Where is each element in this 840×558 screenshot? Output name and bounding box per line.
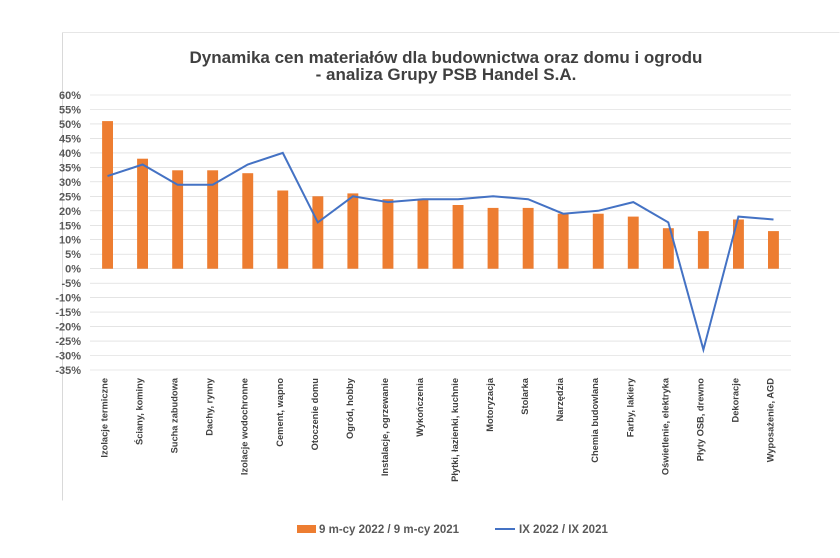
svg-text:Płytki, łazienki, kuchnie: Płytki, łazienki, kuchnie [450, 378, 460, 482]
svg-text:60%: 60% [59, 90, 81, 102]
svg-text:20%: 20% [59, 206, 81, 218]
svg-text:Wyposażenie, AGD: Wyposażenie, AGD [766, 378, 776, 462]
svg-text:-35%: -35% [55, 365, 81, 377]
svg-text:Cement, wapno: Cement, wapno [275, 378, 285, 447]
svg-text:Farby, lakiery: Farby, lakiery [625, 377, 635, 437]
svg-text:0%: 0% [65, 264, 81, 276]
svg-text:Oświetlenie, elektryka: Oświetlenie, elektryka [660, 377, 670, 475]
svg-text:-10%: -10% [55, 293, 81, 305]
svg-text:50%: 50% [59, 119, 81, 131]
svg-text:Ściany, kominy: Ściany, kominy [134, 377, 145, 445]
svg-text:40%: 40% [59, 148, 81, 160]
svg-text:Instalacje, ogrzewanie: Instalacje, ogrzewanie [380, 378, 390, 476]
svg-text:35%: 35% [59, 162, 81, 174]
svg-text:Ogród, hobby: Ogród, hobby [345, 377, 355, 439]
svg-text:Izolacje wodochronne: Izolacje wodochronne [240, 378, 250, 475]
svg-text:-25%: -25% [55, 336, 81, 348]
svg-text:Motoryzacja: Motoryzacja [485, 377, 495, 432]
svg-text:Sucha zabudowa: Sucha zabudowa [170, 377, 180, 453]
svg-text:-15%: -15% [55, 307, 81, 319]
svg-text:Otoczenie domu: Otoczenie domu [310, 378, 320, 451]
svg-text:IX 2022 / IX 2021: IX 2022 / IX 2021 [519, 524, 608, 536]
svg-text:15%: 15% [59, 220, 81, 232]
svg-text:-20%: -20% [55, 322, 81, 334]
svg-text:-5%: -5% [61, 278, 81, 290]
svg-text:25%: 25% [59, 191, 81, 203]
svg-text:Chemia budowlana: Chemia budowlana [590, 377, 600, 463]
svg-text:Stolarka: Stolarka [520, 377, 530, 415]
svg-text:55%: 55% [59, 105, 81, 117]
svg-text:Dachy, rynny: Dachy, rynny [205, 377, 215, 436]
svg-text:5%: 5% [65, 249, 81, 261]
svg-text:9 m-cy 2022 / 9 m-cy 2021: 9 m-cy 2022 / 9 m-cy 2021 [319, 524, 460, 536]
svg-text:Dekoracje: Dekoracje [730, 378, 740, 422]
svg-text:10%: 10% [59, 235, 81, 247]
svg-text:Wykończenia: Wykończenia [415, 377, 425, 437]
svg-text:- analiza Grupy PSB Handel S.A: - analiza Grupy PSB Handel S.A. [316, 65, 577, 84]
svg-text:Płyty OSB, drewno: Płyty OSB, drewno [695, 378, 705, 461]
svg-text:-30%: -30% [55, 351, 81, 363]
svg-text:Izolacje termiczne: Izolacje termiczne [100, 378, 110, 458]
svg-text:45%: 45% [59, 133, 81, 145]
svg-text:30%: 30% [59, 177, 81, 189]
svg-text:Narzędzia: Narzędzia [555, 377, 565, 421]
